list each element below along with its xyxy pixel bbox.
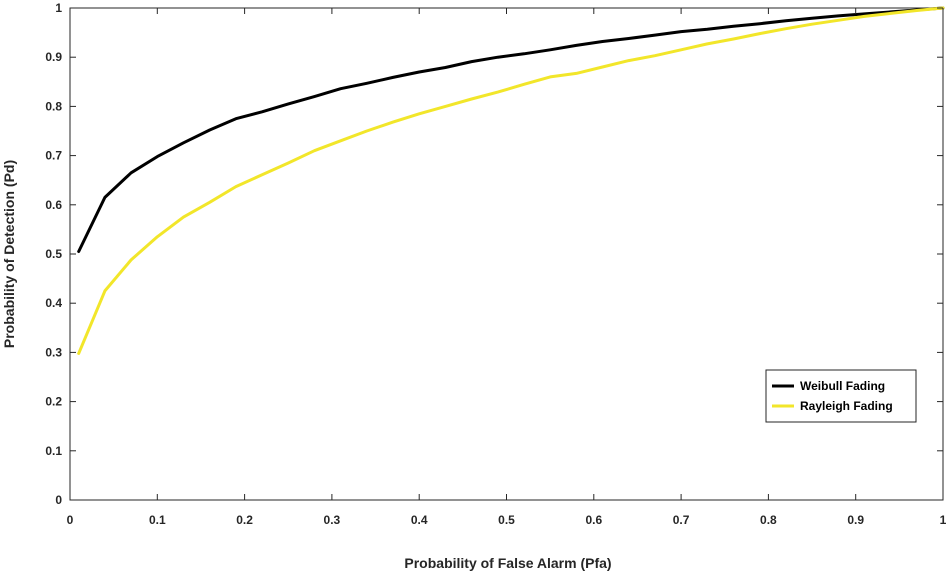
x-tick-label: 0.1 [149,513,166,527]
x-tick-label: 0.7 [673,513,690,527]
x-tick-label: 0.6 [585,513,602,527]
x-axis-label: Probability of False Alarm (Pfa) [404,555,611,571]
y-tick-label: 1 [55,1,62,15]
y-axis-label: Probability of Detection (Pd) [1,160,17,348]
y-tick-label: 0.5 [45,247,62,261]
y-tick-label: 0.4 [45,296,62,310]
x-tick-label: 0.5 [498,513,515,527]
x-tick-label: 0.4 [411,513,428,527]
plot-area [69,7,944,501]
x-tick-label: 0.8 [760,513,777,527]
x-axis-ticks: 0 0.1 0.2 0.3 0.4 0.5 0.6 0.7 0.8 0.9 1 [67,8,947,527]
legend-box [765,369,917,423]
series-layer [77,6,945,355]
y-axis-ticks: 0 0.1 0.2 0.3 0.4 0.5 0.6 0.7 0.8 0.9 1 [45,1,943,507]
y-tick-label: 0 [55,493,62,507]
legend-label: Rayleigh Fading [800,399,893,413]
y-tick-label: 0.7 [45,149,62,163]
series-line-weibull [77,6,945,253]
y-tick-label: 0.2 [45,395,62,409]
y-tick-label: 0.1 [45,444,62,458]
y-tick-label: 0.6 [45,198,62,212]
legend-label: Weibull Fading [800,379,885,393]
series-line-rayleigh [77,6,945,355]
y-tick-label: 0.9 [45,50,62,64]
plot-frame [69,7,944,501]
x-tick-label: 0 [67,513,74,527]
x-tick-label: 1 [940,513,947,527]
y-tick-label: 0.8 [45,99,62,113]
x-tick-label: 0.3 [324,513,341,527]
y-tick-label: 0.3 [45,345,62,359]
x-tick-label: 0.2 [236,513,253,527]
x-tick-label: 0.9 [847,513,864,527]
legend: Weibull Fading Rayleigh Fading [765,369,917,423]
